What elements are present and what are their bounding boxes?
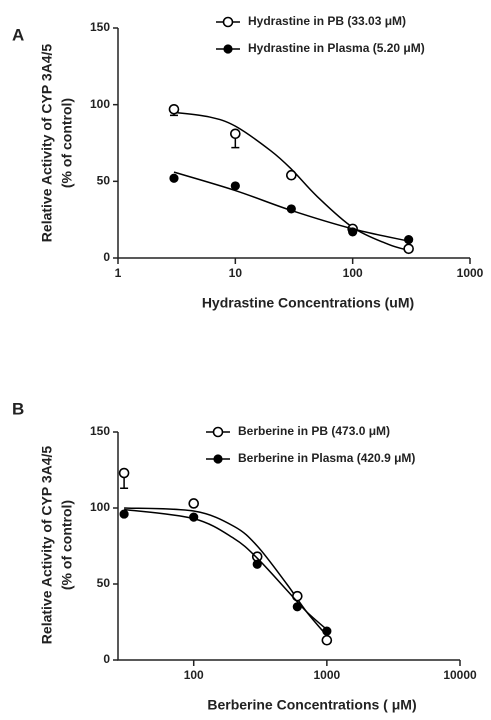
legend-marker [213, 454, 223, 464]
data-point [322, 626, 332, 636]
data-point [119, 509, 129, 519]
y-axis-label: Relative Activity of CYP 3A4/5 [39, 446, 55, 645]
x-tick-label: 1000 [314, 668, 341, 682]
axis-line [117, 28, 470, 259]
y-tick-label: 100 [90, 97, 110, 111]
data-point [188, 498, 200, 509]
y-tick-label: 150 [90, 424, 110, 438]
y-tick-label: 50 [97, 576, 111, 590]
x-axis-label: Hydrastine Concentrations (uM) [202, 295, 414, 311]
x-tick-label: 10 [229, 266, 243, 280]
data-point [169, 173, 179, 183]
x-tick-label: 100 [343, 266, 363, 280]
legend-label: Berberine in PB (473.0 μM) [238, 424, 390, 438]
data-point [403, 243, 414, 255]
data-point [321, 634, 333, 646]
legend-marker [212, 426, 224, 438]
legend-label: Berberine in Plasma (420.9 μM) [238, 451, 415, 465]
data-point [230, 128, 241, 140]
data-point [189, 512, 199, 522]
legend-label: Hydrastine in Plasma (5.20 μM) [248, 41, 425, 55]
data-point [168, 103, 180, 115]
x-tick-label: 100 [184, 668, 204, 682]
y-axis-label: (% of control) [59, 500, 75, 590]
axis-line [117, 432, 460, 661]
y-tick-label: 0 [103, 250, 110, 264]
legend-label: Hydrastine in PB (33.03 μM) [248, 14, 406, 28]
data-point [286, 169, 297, 181]
y-axis-label: (% of control) [59, 98, 75, 188]
y-axis-label: Relative Activity of CYP 3A4/5 [39, 44, 55, 243]
data-point [348, 227, 358, 237]
data-point [404, 235, 414, 245]
y-tick-label: 100 [90, 500, 110, 514]
panel-label: A [12, 25, 24, 44]
data-point [230, 181, 240, 191]
data-point [118, 467, 130, 479]
data-point [292, 602, 302, 612]
x-tick-label: 1 [115, 266, 122, 280]
legend-marker [223, 44, 233, 54]
fit-curve [124, 507, 328, 637]
fit-curve [173, 111, 409, 252]
x-axis-label: Berberine Concentrations ( μM) [207, 697, 416, 713]
x-tick-label: 10000 [443, 668, 477, 682]
y-tick-label: 150 [90, 20, 110, 34]
data-point [252, 559, 262, 569]
y-tick-label: 50 [97, 174, 111, 188]
panel-label: B [12, 399, 24, 418]
y-tick-label: 0 [103, 652, 110, 666]
fit-curve [123, 508, 328, 631]
data-point [286, 204, 296, 214]
legend-marker [222, 16, 234, 28]
x-tick-label: 1000 [457, 266, 484, 280]
